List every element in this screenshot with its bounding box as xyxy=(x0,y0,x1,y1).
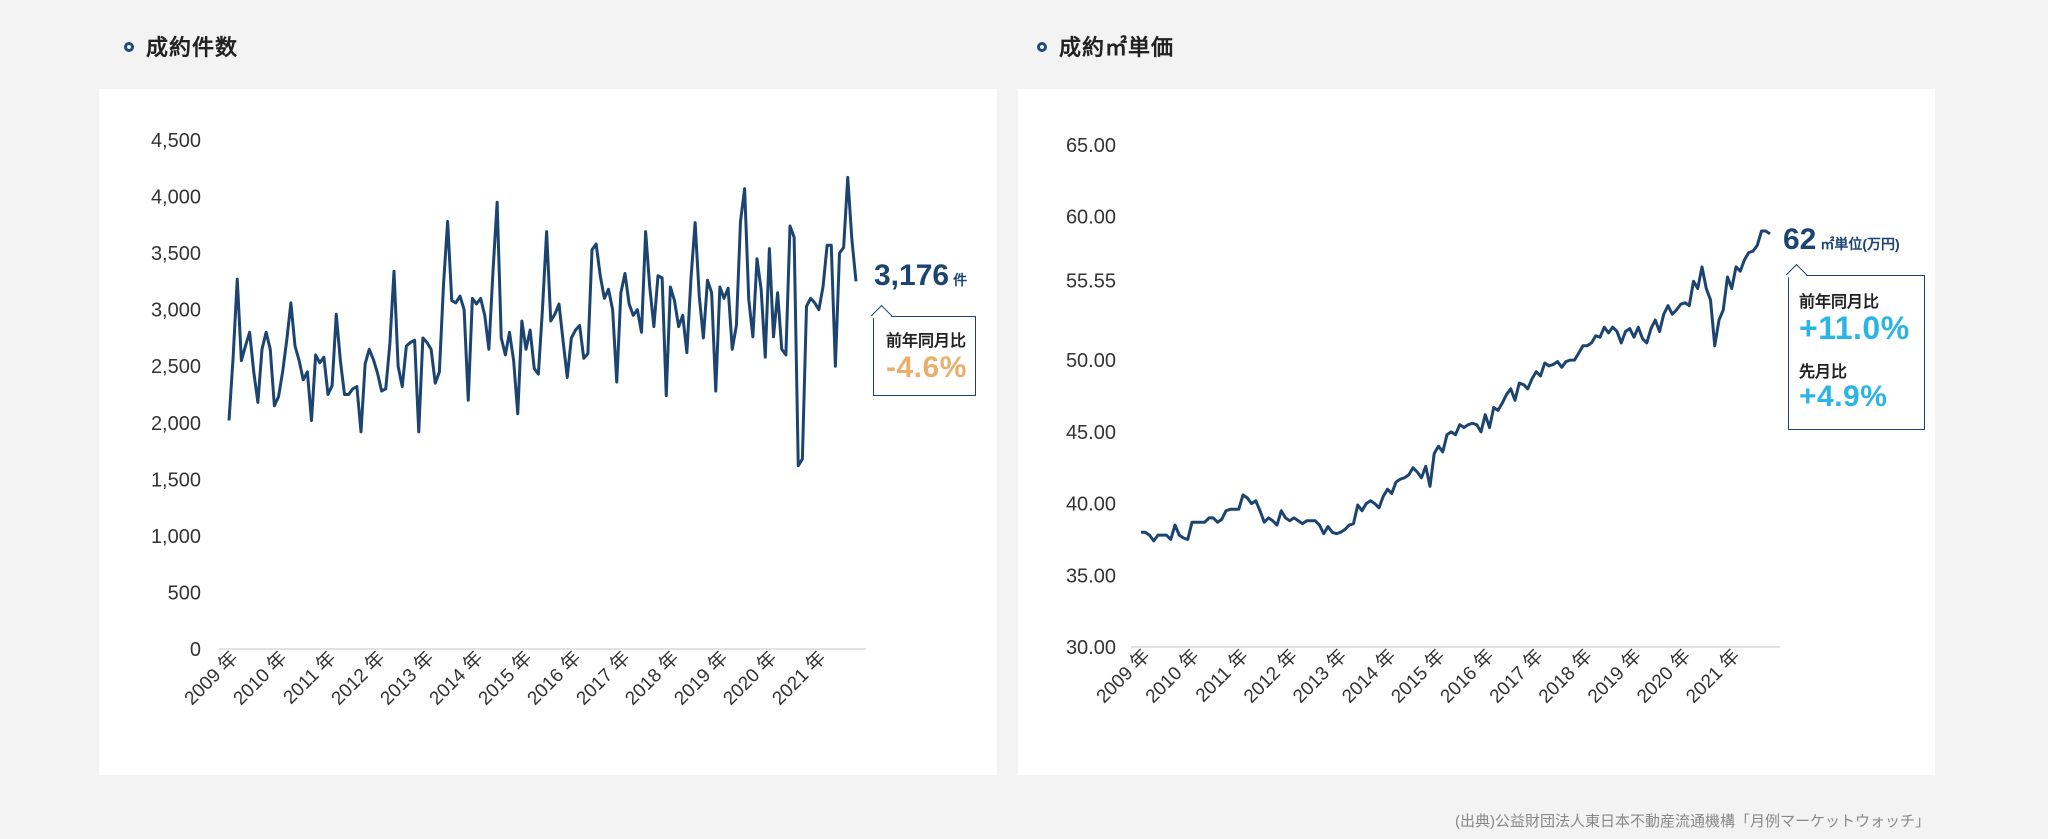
y-tick-label: 30.00 xyxy=(1066,637,1116,659)
circle-bullet-icon xyxy=(124,41,134,52)
x-tick-label: 2019 年 xyxy=(1583,645,1646,708)
yoy-label: 前年同月比 xyxy=(1799,294,1880,311)
y-tick-label: 3,500 xyxy=(151,243,201,265)
x-tick-label: 2015 年 xyxy=(474,647,537,710)
latest-value-callout: 3,176 件 xyxy=(874,259,967,293)
x-tick-label: 2018 年 xyxy=(1534,645,1597,708)
y-tick-label: 50.00 xyxy=(1066,350,1116,372)
x-tick-label: 2020 年 xyxy=(719,647,782,710)
y-tick-label: 0 xyxy=(190,639,201,661)
latest-value-unit: 件 xyxy=(953,272,968,288)
x-tick-label: 2014 年 xyxy=(1338,645,1401,708)
mom-label: 先月比 xyxy=(1799,364,1848,381)
y-tick-label: 4,000 xyxy=(151,187,201,209)
y-tick-label: 1,000 xyxy=(151,526,201,548)
panel-title-unit-price: 成約㎡単価 xyxy=(1037,30,1174,62)
x-tick-label: 2014 年 xyxy=(425,647,488,710)
yoy-value: -4.6% xyxy=(886,351,967,384)
x-tick-label: 2017 年 xyxy=(1485,645,1548,708)
y-tick-label: 2,000 xyxy=(151,413,201,435)
y-tick-label: 2,500 xyxy=(151,356,201,378)
latest-value-callout: 62 ㎡単位(万円) xyxy=(1783,223,1900,257)
latest-value: 62 xyxy=(1783,223,1817,256)
x-tick-label: 2013 年 xyxy=(376,647,439,710)
x-tick-label: 2020 年 xyxy=(1632,645,1695,708)
x-tick-label: 2017 年 xyxy=(572,647,635,710)
circle-bullet-icon xyxy=(1037,41,1047,52)
panel-heading: 成約㎡単価 xyxy=(1059,35,1175,60)
change-box: 前年同月比 +11.0% 先月比 +4.9% xyxy=(1788,275,1925,430)
y-tick-label: 4,500 xyxy=(151,130,201,152)
x-tick-label: 2018 年 xyxy=(621,647,684,710)
yoy-value: +11.0% xyxy=(1799,310,1910,346)
y-tick-label: 1,500 xyxy=(151,469,201,491)
x-tick-label: 2016 年 xyxy=(523,647,586,710)
y-tick-label: 500 xyxy=(168,582,201,604)
y-tick-label: 35.00 xyxy=(1066,565,1116,587)
latest-value: 3,176 xyxy=(874,259,950,292)
x-tick-label: 2019 年 xyxy=(670,647,733,710)
x-tick-label: 2010 年 xyxy=(1141,645,1204,708)
x-tick-label: 2015 年 xyxy=(1387,645,1450,708)
latest-value-unit: ㎡単位(万円) xyxy=(1820,236,1900,252)
panel-heading: 成約件数 xyxy=(146,35,239,60)
source-note: (出典)公益財団法人東日本不動産流通機構「月例マーケットウォッチ」 xyxy=(1455,813,1930,830)
x-tick-label: 2012 年 xyxy=(327,647,390,710)
y-tick-label: 40.00 xyxy=(1066,494,1116,516)
line-chart-contracts: 0 500 1,000 1,500 2,000 2,500 3,000 3,500 4,000 4… xyxy=(151,130,866,710)
chart-card-contracts: 0 500 1,000 1,500 2,000 2,500 3,000 3,500 4,000 4… xyxy=(99,89,997,775)
series-line xyxy=(227,175,858,468)
x-tick-label: 2010 年 xyxy=(229,647,292,710)
y-tick-label: 45.00 xyxy=(1066,422,1116,444)
yoy-box: 前年同月比 -4.6% xyxy=(873,316,976,396)
series-line xyxy=(1141,229,1771,543)
y-tick-label: 3,000 xyxy=(151,300,201,322)
x-tick-label: 2021 年 xyxy=(1682,645,1745,708)
y-tick-label: 60.00 xyxy=(1066,207,1116,229)
x-tick-label: 2016 年 xyxy=(1436,645,1499,708)
y-tick-label: 65.00 xyxy=(1066,135,1116,157)
chart-card-unit-price: 30.00 35.00 40.00 45.00 50.00 55.55 60.00 65.00… xyxy=(1018,89,1935,775)
yoy-label: 前年同月比 xyxy=(886,333,967,350)
line-chart-unit-price: 30.00 35.00 40.00 45.00 50.00 55.55 60.00 65.00… xyxy=(1066,135,1780,708)
panel-title-contracts: 成約件数 xyxy=(124,30,238,62)
y-tick-label: 55.55 xyxy=(1066,271,1116,293)
x-tick-label: 2013 年 xyxy=(1288,645,1351,708)
x-tick-label: 2021 年 xyxy=(768,647,831,710)
mom-value: +4.9% xyxy=(1799,380,1888,413)
x-tick-label: 2012 年 xyxy=(1239,645,1302,708)
